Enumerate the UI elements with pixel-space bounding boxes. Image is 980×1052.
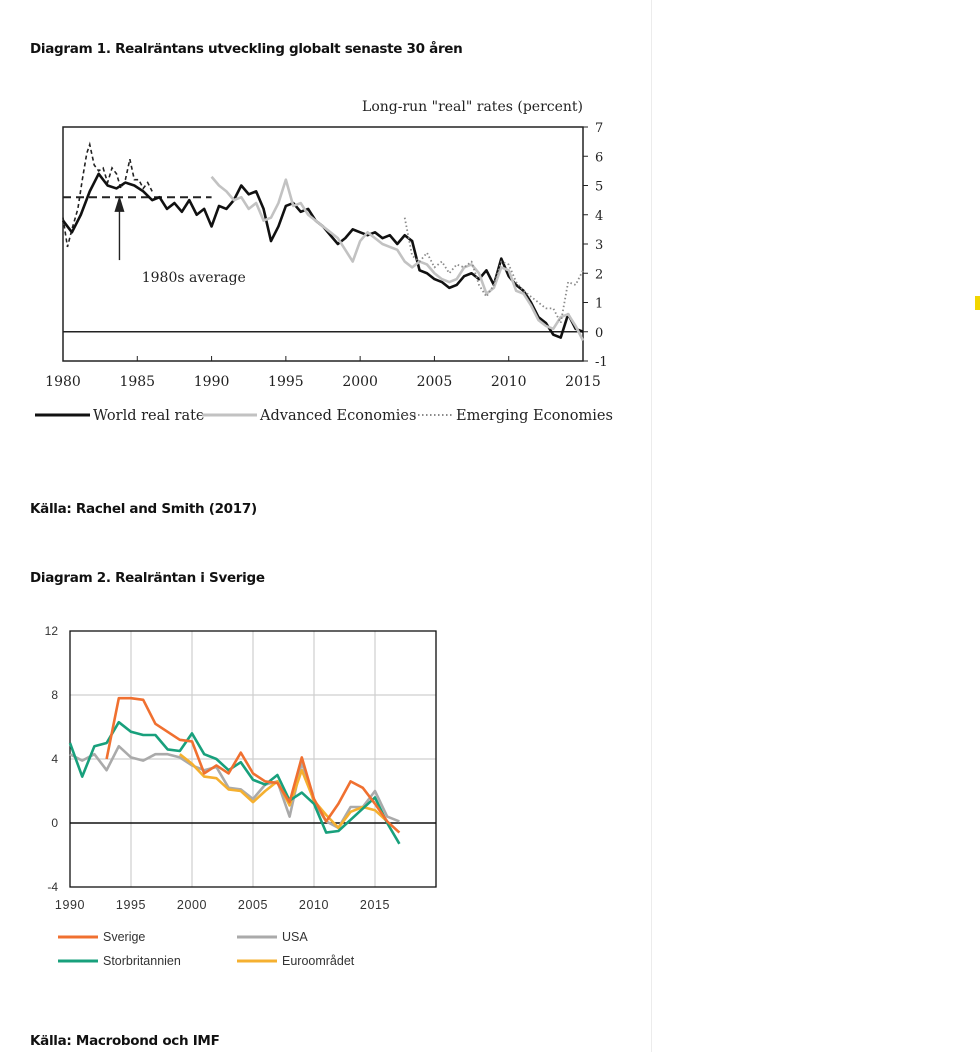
chart2-y-tick-label: -4 [47, 880, 58, 894]
chart2-legend-label-sverige: Sverige [103, 930, 145, 944]
source2-caption: Källa: Macrobond och IMF [30, 1033, 220, 1049]
chart2-y-tick-label: 8 [51, 688, 58, 702]
chart1-y-tick-label: 2 [595, 267, 603, 282]
chart2-y-tick-label: 0 [51, 816, 58, 830]
chart2-y-tick-label: 12 [45, 624, 59, 638]
chart1-y-tick-label: 5 [595, 180, 603, 195]
chart1-y-tick-label: 4 [595, 209, 603, 224]
chart2-y-tick-label: 4 [51, 752, 58, 766]
right-side-panel [651, 0, 980, 1052]
chart2-series-storbritannien [68, 720, 401, 845]
chart1-x-tick-label: 1985 [119, 374, 155, 390]
diagram1-heading: Diagram 1. Realräntans utveckling global… [30, 41, 463, 57]
chart2-plot-frame [69, 630, 437, 888]
diagram2-heading: Diagram 2. Realräntan i Sverige [30, 570, 265, 586]
chart1-x-tick-label: 2015 [565, 374, 601, 390]
chart1-y-tick-label: -1 [595, 355, 608, 370]
source1-caption: Källa: Rachel and Smith (2017) [30, 501, 257, 517]
chart1-y-tick-label: 3 [595, 238, 603, 253]
chart1-series-world-real-rate [61, 172, 584, 339]
chart1-x-tick-label: 1980 [45, 374, 81, 390]
yellow-edge-marker [975, 296, 980, 310]
chart1-x-tick-label: 2000 [342, 374, 378, 390]
chart1-plot-frame [62, 126, 584, 362]
chart1-y-tick-label: 6 [595, 150, 603, 165]
chart1-x-tick-label: 2010 [491, 374, 527, 390]
chart1-early-dashed-series [62, 141, 153, 248]
chart1-annotation-label: 1980s average [142, 270, 246, 286]
chart1-y-tick-label: 1 [595, 297, 603, 312]
chart2-legend-label-usa: USA [282, 930, 308, 944]
chart1-x-tick-label: 2005 [417, 374, 453, 390]
chart1-legend-label-advanced-economies: Advanced Economies [259, 408, 416, 424]
chart1-y-tick-label: 0 [595, 326, 603, 341]
chart2-x-tick-label: 2005 [238, 898, 268, 912]
chart2-legend-label-storbritannien: Storbritannien [103, 954, 181, 968]
chart-sweden-real-rates: -4 0 4 8 12 1990 1995 2000 2005 2010 2015 Sverige US… [45, 624, 437, 968]
chart1-x-tick-label: 1990 [194, 374, 230, 390]
chart1-x-tick-label: 1995 [268, 374, 304, 390]
chart-global-real-rates: Long-run "real" rates (percent) -1 0 1 2 3 4 5 6… [35, 99, 613, 424]
chart2-x-tick-label: 2010 [299, 898, 329, 912]
chart1-legend-label-emerging-economies: Emerging Economies [456, 408, 613, 424]
chart2-x-tick-label: 2000 [177, 898, 207, 912]
chart1-series-advanced-economies [210, 175, 585, 342]
chart1-annotation-arrowhead [114, 195, 125, 212]
chart2-x-tick-label: 1995 [116, 898, 146, 912]
chart2-series-sverige [105, 696, 401, 834]
chart2-legend-label-euroomr-det: Euroområdet [282, 954, 355, 968]
chart2-x-tick-label: 2015 [360, 898, 390, 912]
chart2-x-tick-label: 1990 [55, 898, 85, 912]
chart2-series-usa [69, 744, 400, 830]
chart1-series-emerging-economies [403, 217, 584, 324]
chart1-legend-label-world-real-rate: World real rate [93, 408, 205, 424]
chart1-title: Long-run "real" rates (percent) [362, 99, 583, 115]
chart1-y-tick-label: 7 [595, 121, 603, 136]
